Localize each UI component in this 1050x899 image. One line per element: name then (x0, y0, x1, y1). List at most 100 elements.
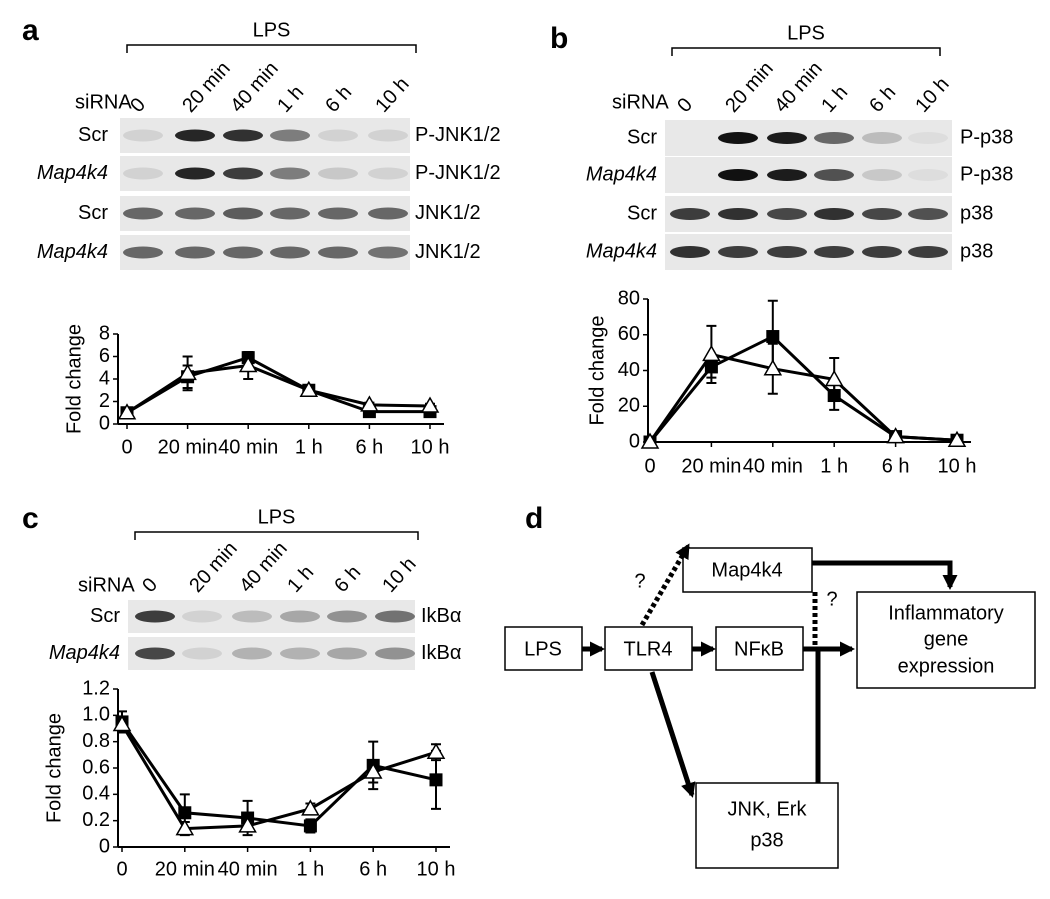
marker (824, 369, 844, 387)
band (318, 167, 358, 180)
lane-label: 6 h (321, 81, 356, 116)
protein-label: p38 (960, 202, 993, 224)
band (375, 610, 415, 623)
band (223, 167, 263, 180)
band (123, 167, 163, 180)
y-tick-label: 60 (618, 323, 640, 345)
protein-label: P-p38 (960, 126, 1013, 148)
band (908, 132, 948, 144)
treatment-label: LPS (258, 506, 296, 528)
band (175, 207, 215, 220)
series-line (648, 334, 958, 443)
x-tick-label: 0 (121, 436, 132, 458)
sirna-label: Scr (627, 202, 657, 224)
marker (360, 395, 379, 412)
marker (426, 742, 446, 759)
node-label: expression (898, 655, 995, 677)
node-label: Inflammatory (888, 602, 1004, 624)
x-tick-label: 0 (644, 455, 655, 477)
y-tick-label: 0 (99, 412, 110, 434)
protein-label: P-p38 (960, 163, 1013, 185)
protein-label: p38 (960, 240, 993, 262)
band (908, 208, 948, 220)
series-line (126, 356, 430, 415)
lane-label: 1 h (273, 81, 308, 116)
band (135, 647, 175, 660)
marker (301, 799, 320, 816)
x-tick-label: 1 h (820, 455, 848, 477)
lane-label: 0 (126, 94, 150, 117)
marker (827, 389, 841, 403)
y-axis-label: Fold change (43, 713, 65, 823)
panel-label: a (22, 14, 39, 47)
node-label: TLR4 (624, 638, 673, 660)
x-tick-label: 40 min (218, 858, 278, 880)
marker (947, 430, 967, 447)
marker (429, 773, 443, 787)
panel-label: b (550, 22, 568, 55)
lane-label: 6 h (330, 561, 365, 596)
edge-label: ? (826, 588, 837, 610)
protein-label: P-JNK1/2 (415, 162, 501, 184)
blot-strip (120, 118, 410, 153)
x-tick-label: 40 min (218, 436, 278, 458)
lane-label: 40 min (770, 58, 827, 117)
x-tick-label: 0 (116, 858, 127, 880)
band (814, 208, 854, 220)
series-line (120, 723, 437, 831)
band (670, 208, 710, 220)
lane-label: 40 min (235, 538, 292, 597)
band (814, 169, 854, 181)
band (123, 129, 163, 142)
marker (886, 427, 905, 444)
lane-label: 0 (673, 94, 697, 117)
lane-label: 1 h (283, 561, 318, 596)
band (223, 207, 263, 220)
y-tick-label: 20 (618, 395, 640, 417)
treatment-label: LPS (787, 22, 825, 44)
band (767, 208, 807, 220)
band (908, 169, 948, 181)
band (908, 246, 948, 258)
arrow (812, 560, 958, 590)
band (814, 246, 854, 258)
x-tick-label: 1 h (296, 858, 324, 880)
band (270, 129, 310, 142)
y-tick-label: 6 (99, 345, 110, 367)
y-tick-label: 0.6 (82, 756, 110, 778)
y-tick-label: 0.2 (82, 809, 110, 831)
band (280, 610, 320, 623)
lane-label: 20 min (185, 538, 242, 597)
node-label: LPS (524, 638, 562, 660)
blot-strip (120, 156, 410, 191)
node-box (504, 626, 583, 671)
y-tick-label: 2 (99, 390, 110, 412)
band (862, 132, 902, 144)
band (182, 610, 222, 623)
band (270, 207, 310, 220)
band (182, 647, 222, 660)
y-tick-label: 0.4 (82, 783, 110, 805)
blot-strip (665, 157, 952, 193)
panel-label: c (22, 502, 39, 535)
band (223, 129, 263, 142)
y-axis-label: Fold change (586, 315, 608, 425)
protein-label: JNK1/2 (415, 241, 481, 263)
marker (303, 819, 317, 833)
y-tick-label: 8 (99, 322, 110, 344)
series-line (648, 352, 958, 443)
protein-label: IkBα (421, 605, 461, 627)
node-label: p38 (750, 829, 783, 851)
band (123, 207, 163, 220)
sirna-label: Scr (90, 605, 120, 627)
sirna-label: Scr (78, 202, 108, 224)
blot-strip (665, 234, 952, 270)
sirna-header: siRNA (612, 91, 669, 113)
band (318, 246, 358, 259)
band (135, 610, 175, 623)
band (670, 132, 710, 144)
band (767, 132, 807, 144)
dotted-arrow (639, 543, 691, 627)
node-label: Map4k4 (711, 559, 782, 581)
